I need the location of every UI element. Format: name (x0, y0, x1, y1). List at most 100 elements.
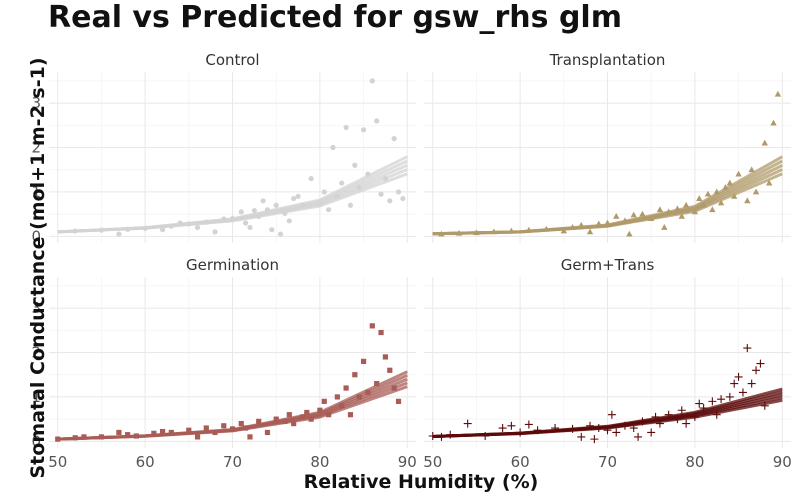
data-point (682, 201, 690, 208)
data-point (626, 230, 633, 237)
data-point (243, 425, 249, 431)
data-point (264, 429, 271, 436)
data-point (651, 412, 660, 421)
data-point (317, 200, 323, 206)
data-point (116, 429, 122, 436)
data-point (356, 394, 362, 400)
data-point (700, 201, 707, 208)
data-point (725, 392, 734, 401)
data-point (761, 139, 768, 146)
data-point (695, 399, 704, 408)
panel-strip-label: Germination (186, 256, 279, 274)
x-tick-label: 50 (48, 453, 67, 471)
data-point (665, 208, 672, 215)
data-point (277, 231, 284, 237)
data-point (159, 428, 166, 435)
data-point (387, 367, 393, 373)
data-point (343, 385, 349, 391)
data-point (712, 410, 721, 419)
y-tick-label: 0 (31, 227, 41, 245)
data-point (299, 414, 306, 420)
panel-germination: Germination 0 1 2 3 50 60 70 80 90 (31, 256, 416, 471)
data-point (709, 206, 716, 213)
data-point (321, 189, 327, 195)
data-point (229, 426, 236, 432)
data-point (752, 366, 761, 375)
data-point (765, 179, 773, 186)
data-point (438, 230, 445, 237)
data-point (630, 211, 637, 218)
data-point (613, 212, 620, 219)
y-axis-title: Stomatal Conductance (mol+1 m-2 s-1) (27, 58, 49, 479)
data-point (674, 205, 681, 212)
y-tick-label: 1 (31, 388, 41, 406)
data-point (125, 226, 131, 232)
data-point (125, 432, 131, 438)
data-point (369, 323, 375, 329)
data-point (256, 418, 262, 424)
data-point (594, 424, 603, 433)
observed-points (428, 344, 769, 444)
x-tick-label: 70 (598, 453, 617, 471)
data-point (374, 380, 380, 387)
panel-control: Control 0 1 2 3 (31, 51, 416, 245)
x-axis-title: Relative Humidity (%) (304, 471, 539, 493)
data-point (661, 224, 668, 230)
data-point (713, 188, 720, 195)
panel-strip-label: Germ+Trans (561, 256, 655, 274)
data-point (273, 416, 279, 422)
data-point (243, 220, 249, 226)
data-point (677, 406, 686, 415)
data-point (151, 430, 157, 436)
data-point (365, 171, 371, 177)
data-point (308, 416, 314, 422)
panel-grid (424, 72, 791, 243)
data-point (708, 397, 717, 406)
data-point (378, 329, 384, 336)
data-point (590, 435, 599, 444)
data-point (256, 213, 262, 219)
data-point (382, 354, 389, 360)
data-point (498, 424, 507, 433)
x-tick-label: 60 (511, 453, 530, 471)
data-point (400, 195, 406, 202)
y-tick-label: 2 (31, 344, 41, 362)
data-point (116, 231, 122, 237)
data-point (629, 424, 638, 433)
data-point (194, 224, 201, 231)
data-point (673, 415, 682, 424)
data-point (731, 192, 738, 199)
data-point (748, 166, 755, 173)
data-point (142, 225, 148, 231)
data-point (682, 419, 691, 428)
y-tick-label: 3 (31, 94, 41, 112)
data-point (734, 372, 743, 381)
data-point (604, 219, 611, 226)
data-point (374, 118, 380, 124)
data-point (212, 229, 218, 235)
data-point (722, 184, 729, 190)
data-point (524, 420, 533, 429)
data-point (446, 430, 455, 439)
observed-points (72, 78, 406, 237)
data-point (560, 227, 568, 234)
data-point (481, 432, 490, 441)
data-point (365, 389, 371, 396)
data-point (330, 144, 336, 151)
data-point (291, 195, 297, 202)
data-point (428, 432, 437, 441)
data-point (334, 193, 340, 199)
data-point (678, 212, 685, 219)
data-point (569, 224, 576, 230)
x-tick-label: 90 (398, 453, 417, 471)
x-tick-label: 70 (223, 453, 242, 471)
data-point (760, 401, 769, 410)
data-point (194, 434, 201, 440)
data-point (299, 202, 306, 208)
data-point (696, 195, 703, 201)
data-point (730, 379, 739, 388)
data-point (774, 90, 782, 97)
data-point (533, 426, 542, 435)
data-point (543, 225, 550, 232)
